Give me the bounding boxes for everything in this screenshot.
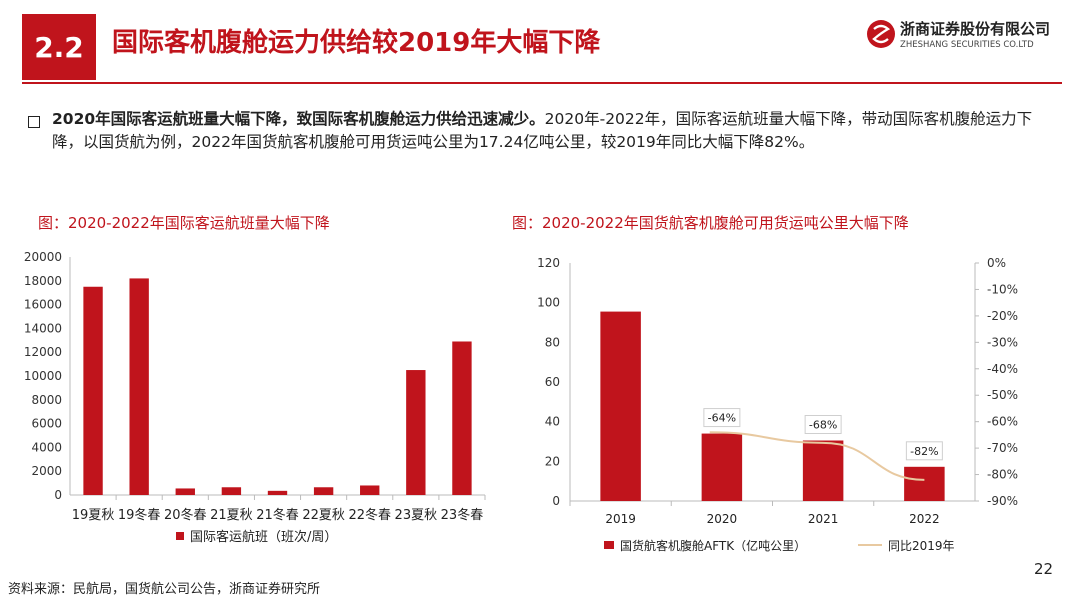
x-tick-label: 21冬春 xyxy=(256,507,299,523)
left-y-tick-label: 100 xyxy=(537,296,560,310)
zheshang-logo-icon xyxy=(867,20,895,48)
right-y-tick-label: -20% xyxy=(987,309,1018,323)
left-y-tick-label: 120 xyxy=(537,256,560,270)
flights-bar xyxy=(129,278,149,495)
flights-bar xyxy=(452,341,472,495)
data-label-box xyxy=(804,415,842,435)
x-tick-label: 19夏秋 xyxy=(72,508,115,523)
x-tick-label: 22夏秋 xyxy=(302,508,345,523)
y-tick-label: 2000 xyxy=(31,464,62,478)
right-figure-title: 图：2020-2022年国货航客机腹舱可用货运吨公里大幅下降 xyxy=(512,214,909,232)
x-tick-label: 2019 xyxy=(605,512,636,526)
x-tick-label: 21夏秋 xyxy=(210,508,253,523)
legend-bar-label: 国货航客机腹舱AFTK（亿吨公里） xyxy=(620,538,806,553)
legend-label: 国际客运航班（班次/周） xyxy=(190,529,337,545)
y-tick-label: 20000 xyxy=(24,250,62,264)
right-y-tick-label: -70% xyxy=(987,441,1018,455)
company-name-en: ZHESHANG SECURITIES CO.LTD xyxy=(900,40,1034,50)
x-tick-label: 2020 xyxy=(707,512,738,526)
left-y-tick-label: 80 xyxy=(545,335,560,349)
data-label: -64% xyxy=(708,412,736,425)
y-tick-label: 0 xyxy=(54,488,62,502)
right-y-tick-label: -30% xyxy=(987,335,1018,349)
x-tick-label: 2022 xyxy=(909,512,940,526)
page-title: 国际客机腹舱运力供给较2019年大幅下降 xyxy=(112,28,601,58)
left-y-tick-label: 0 xyxy=(552,494,560,508)
aftk-bar xyxy=(802,440,844,501)
flights-bar-chart: 0 2000 4000 6000 8000 10000 12000 14000 16000 180… xyxy=(24,250,486,545)
legend-bar-swatch xyxy=(604,541,614,549)
y-tick-label: 10000 xyxy=(24,369,62,383)
data-label-box xyxy=(703,408,741,428)
y-tick-label: 6000 xyxy=(31,417,62,431)
right-y-tick-label: -90% xyxy=(987,494,1018,508)
title-divider xyxy=(22,82,1062,84)
flights-bar xyxy=(175,488,195,495)
x-tick-label: 2021 xyxy=(808,512,839,526)
right-y-tick-label: -60% xyxy=(987,415,1018,429)
right-y-tick-label: 0% xyxy=(987,256,1006,270)
y-tick-label: 18000 xyxy=(24,274,62,288)
right-y-tick-label: -40% xyxy=(987,362,1018,376)
summary-paragraph: 2020年国际客运航班量大幅下降，致国际客机腹舱运力供给迅速减少。2020年-2… xyxy=(52,108,1052,154)
flights-bar xyxy=(221,487,242,495)
right-y-tick-label: -50% xyxy=(987,388,1018,402)
right-y-tick-label: -80% xyxy=(987,468,1018,482)
data-label: -68% xyxy=(809,419,837,432)
section-number-badge: 2.2 xyxy=(22,14,96,80)
x-tick-label: 19冬春 xyxy=(118,507,161,523)
company-name-cn: 浙商证券股份有限公司 xyxy=(900,20,1051,38)
left-y-tick-label: 60 xyxy=(545,375,560,389)
legend-line-label: 同比2019年 xyxy=(888,539,955,553)
summary-bold: 2020年国际客运航班量大幅下降，致国际客机腹舱运力供给迅速减少。 xyxy=(52,110,545,128)
aftk-bar xyxy=(701,433,743,501)
company-logo: 浙商证券股份有限公司 ZHESHANG SECURITIES CO.LTD xyxy=(866,16,1056,56)
flights-bar xyxy=(406,370,426,495)
summary-text: 2020年-2022年，国际客运航班量大幅下降，带动国际客机腹舱运力下降，以国货… xyxy=(52,110,1033,151)
flights-bar xyxy=(313,487,334,495)
left-figure-title: 图：2020-2022年国际客运航班量大幅下降 xyxy=(38,214,330,232)
y-tick-label: 8000 xyxy=(31,393,62,407)
y-tick-label: 14000 xyxy=(24,321,62,335)
x-tick-label: 23冬春 xyxy=(441,507,484,523)
y-tick-label: 4000 xyxy=(31,440,62,454)
x-tick-label: 23夏秋 xyxy=(395,508,438,523)
aftk-bar xyxy=(600,311,641,501)
left-y-tick-label: 20 xyxy=(545,454,560,468)
aftk-combo-chart: 0 20 40 60 80 100 120 0% -10% -20% -30% -40% -50% -60… xyxy=(537,256,1018,553)
left-y-tick-label: 40 xyxy=(545,415,560,429)
x-tick-label: 20冬春 xyxy=(164,507,207,523)
x-tick-label: 22冬春 xyxy=(348,507,391,523)
yoy-line xyxy=(709,431,925,481)
bullet-square-icon xyxy=(28,116,40,128)
flights-bar xyxy=(360,485,380,495)
y-tick-label: 16000 xyxy=(24,298,62,312)
right-y-tick-label: -10% xyxy=(987,282,1018,296)
legend-swatch xyxy=(176,532,184,540)
aftk-bar xyxy=(904,466,945,501)
data-label: -82% xyxy=(910,445,938,458)
flights-bar xyxy=(83,286,103,495)
flights-bar xyxy=(267,490,288,495)
source-note: 资料来源：民航局，国货航公司公告，浙商证券研究所 xyxy=(8,582,321,597)
y-tick-label: 12000 xyxy=(24,345,62,359)
page-number: 22 xyxy=(1034,560,1054,578)
data-label-box xyxy=(905,441,943,461)
